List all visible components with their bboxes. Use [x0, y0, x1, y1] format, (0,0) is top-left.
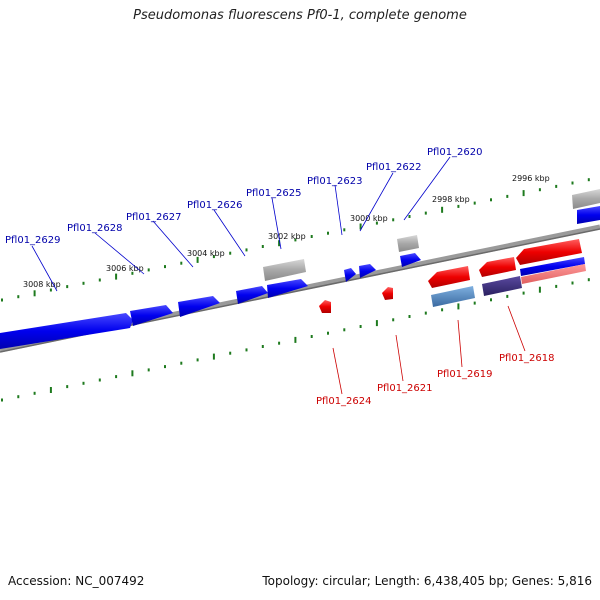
scale-label: 3000 kbp: [350, 214, 388, 223]
gene-label: Pfl01_2622: [366, 162, 422, 173]
scale-label: 3006 kbp: [106, 264, 144, 273]
scale-labels: 3008 kbp 3006 kbp 3004 kbp 3002 kbp 3000…: [23, 174, 550, 289]
scale-label: 2996 kbp: [512, 174, 550, 183]
gene-label: Pfl01_2625: [246, 188, 302, 199]
genome-stats-text: Topology: circular; Length: 6,438,405 bp…: [262, 574, 592, 588]
scale-label: 3004 kbp: [187, 249, 225, 258]
scale-label: 2998 kbp: [432, 195, 470, 204]
gene-label: Pfl01_2627: [126, 212, 182, 223]
reverse-lower-lane: [431, 257, 586, 307]
gene-arrow: [0, 313, 133, 349]
gene-block: [520, 257, 585, 276]
gene-label: Pfl01_2624: [316, 396, 372, 407]
gene-arrow: [382, 287, 393, 300]
gene-arrow: [178, 296, 220, 317]
scale-ticks-upper: [1, 178, 590, 302]
gene-block: [521, 264, 586, 284]
gene-label: Pfl01_2621: [377, 383, 433, 394]
accession-text: Accession: NC_007492: [8, 574, 145, 588]
gene-arrow: [319, 300, 331, 313]
gene-label: Pfl01_2628: [67, 223, 123, 234]
gene-label: Pfl01_2623: [307, 176, 363, 187]
gene-block: [572, 189, 600, 209]
gene-block: [431, 286, 475, 307]
gene-arrow: [516, 239, 582, 265]
gene-block: [397, 235, 419, 252]
gene-label: Pfl01_2620: [427, 147, 483, 158]
scale-label: 3008 kbp: [23, 280, 61, 289]
gene-label: Pfl01_2629: [5, 235, 61, 246]
gene-arrow: [267, 279, 308, 298]
gene-arrow: [400, 253, 421, 267]
gene-label: Pfl01_2626: [187, 200, 243, 211]
label-leader-lines: [31, 156, 526, 395]
gene-block: [482, 276, 522, 296]
gene-arrow: [479, 257, 516, 277]
gene-arrow: [130, 305, 173, 326]
page-title: Pseudomonas fluorescens Pf0-1, complete …: [133, 8, 467, 23]
gene-arrow: [428, 266, 470, 288]
gene-arrow: [359, 264, 376, 278]
gene-arrow: [577, 206, 600, 224]
gene-label: Pfl01_2619: [437, 369, 493, 380]
forward-strand-genes: [0, 206, 600, 349]
gene-block: [263, 259, 306, 281]
reverse-strand-genes: [319, 239, 582, 313]
gene-labels: Pfl01_2629 Pfl01_2628 Pfl01_2627 Pfl01_2…: [5, 147, 555, 407]
other-genes: [263, 189, 600, 281]
gene-arrow: [236, 286, 268, 304]
gene-arrow: [344, 268, 356, 282]
scale-label: 3002 kbp: [268, 232, 306, 241]
scale-ticks-lower: [1, 278, 590, 402]
gene-label: Pfl01_2618: [499, 353, 555, 364]
